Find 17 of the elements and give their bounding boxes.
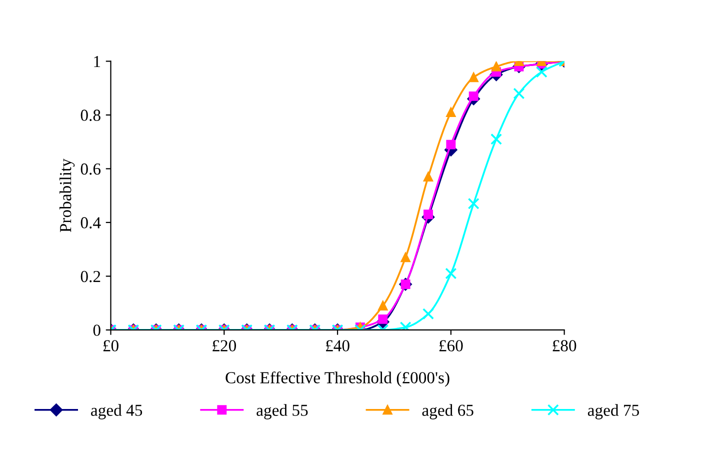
legend-label: aged 45 [91,404,142,420]
x-tick-label: £40 [326,340,350,352]
legend-label: aged 55 [256,404,308,420]
y-tick-label: 0.8 [80,110,100,121]
x-tick-label: £0 [103,340,118,352]
legend-label: aged 75 [588,404,639,420]
legend-label: aged 65 [422,404,474,420]
x-tick-label: £20 [212,340,236,352]
x-axis-title: Cost Effective Threshold (£000's) [226,371,450,387]
y-tick-label: 0.4 [80,217,101,228]
y-tick-label: 0.6 [80,163,101,175]
y-axis-title: Probability [59,158,75,232]
x-tick-label: £80 [552,340,576,352]
y-tick-label: 1 [94,56,100,68]
x-tick-label: £60 [439,340,463,352]
y-tick-label: 0 [93,324,100,336]
y-tick-label: 0.2 [80,270,100,282]
